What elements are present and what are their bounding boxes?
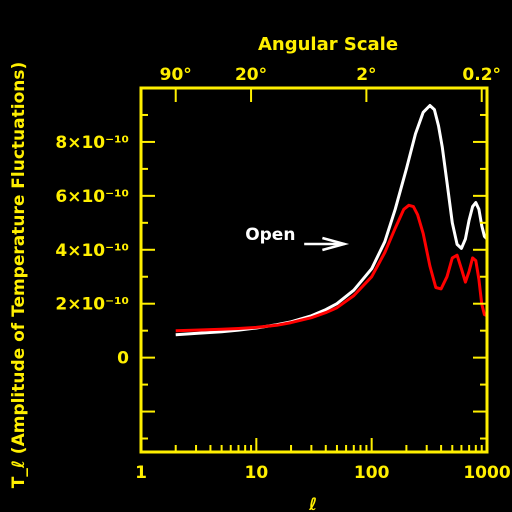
open-annotation: Open xyxy=(245,225,350,252)
open-annotation-label: Open xyxy=(245,225,295,245)
x-axis-title: ℓ xyxy=(308,495,317,512)
series-layer xyxy=(175,104,489,337)
x-tick-label: 1 xyxy=(135,463,147,483)
top-axis-title: Angular Scale xyxy=(258,34,398,55)
series-line-red xyxy=(175,203,488,333)
top-tick-label: 2° xyxy=(356,65,376,85)
y-tick-label: 2×10⁻¹⁰ xyxy=(55,295,129,315)
y-tick-label: 4×10⁻¹⁰ xyxy=(55,241,129,261)
label-layer: 1 10 100 1000 90° 20° 2° 0.2° 0 2×10⁻¹⁰ 4×10⁻¹⁰ 6×1… xyxy=(55,65,510,483)
y-tick-label: 6×10⁻¹⁰ xyxy=(55,187,129,207)
top-tick-label: 20° xyxy=(235,65,267,85)
top-tick-label: 90° xyxy=(160,65,192,85)
plot-frame xyxy=(139,86,489,454)
y-tick-label: 0 xyxy=(117,349,129,369)
x-tick-label: 100 xyxy=(354,463,390,483)
x-tick-label: 1000 xyxy=(463,463,510,483)
top-tick-label: 0.2° xyxy=(462,65,501,85)
y-axis-title: T_ℓ (Amplitude of Temperature Fluctuatio… xyxy=(9,62,29,488)
tick-layer xyxy=(140,88,488,452)
x-tick-label: 10 xyxy=(244,463,268,483)
open-annotation-arrow-head xyxy=(322,236,350,252)
y-tick-label: 8×10⁻¹⁰ xyxy=(55,133,129,153)
